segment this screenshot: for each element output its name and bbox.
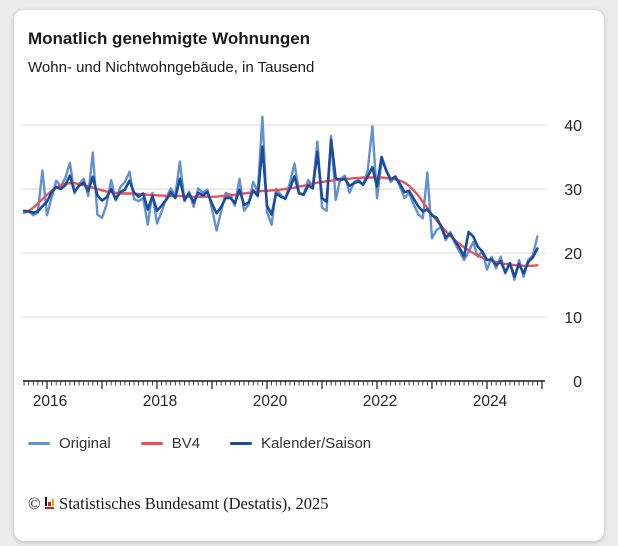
legend: Original BV4 Kalender/Saison <box>28 433 590 454</box>
legend-item-original[interactable]: Original <box>28 435 111 452</box>
svg-text:2016: 2016 <box>33 393 67 410</box>
copyright-note: © Statistisches Bundesamt (Destatis), 20… <box>28 494 590 514</box>
chart-title: Monatlich genehmigte Wohnungen <box>28 29 311 48</box>
svg-text:10: 10 <box>564 310 582 327</box>
logo-bar-black <box>44 497 48 506</box>
legend-label-kalender-saison: Kalender/Saison <box>261 435 372 452</box>
chart-plot-area: 2016 2018 2020 2022 2024 0 10 20 30 40 <box>22 115 582 410</box>
copyright-symbol: © <box>28 494 41 513</box>
legend-label-original: Original <box>59 435 111 452</box>
svg-text:2024: 2024 <box>473 393 508 410</box>
svg-text:20: 20 <box>564 246 582 263</box>
legend-line-swatch-bv4 <box>140 441 163 446</box>
chart-card: Monatlich genehmigte Wohnungen Wohn- und… <box>14 10 604 541</box>
legend-item-kalender-saison[interactable]: Kalender/Saison <box>230 435 371 452</box>
svg-text:2020: 2020 <box>253 393 288 410</box>
legend-label-bv4: BV4 <box>171 435 201 452</box>
legend-item-bv4[interactable]: BV4 <box>140 435 201 452</box>
svg-text:30: 30 <box>564 182 582 199</box>
svg-text:40: 40 <box>564 118 582 135</box>
legend-line-swatch-kalender-saison <box>230 441 253 446</box>
svg-text:0: 0 <box>573 374 582 391</box>
chart-subtitle: Wohn- und Nichtwohngebäude, in Tausend <box>28 59 315 76</box>
logo-bar-red <box>48 502 51 506</box>
destatis-logo-icon <box>44 497 55 509</box>
copyright-text: Statistisches Bundesamt (Destatis), 2025 <box>59 494 329 513</box>
legend-line-swatch-original <box>28 441 50 446</box>
svg-text:2018: 2018 <box>143 393 177 410</box>
svg-text:2022: 2022 <box>363 393 397 410</box>
logo-bar-gold <box>51 499 55 506</box>
